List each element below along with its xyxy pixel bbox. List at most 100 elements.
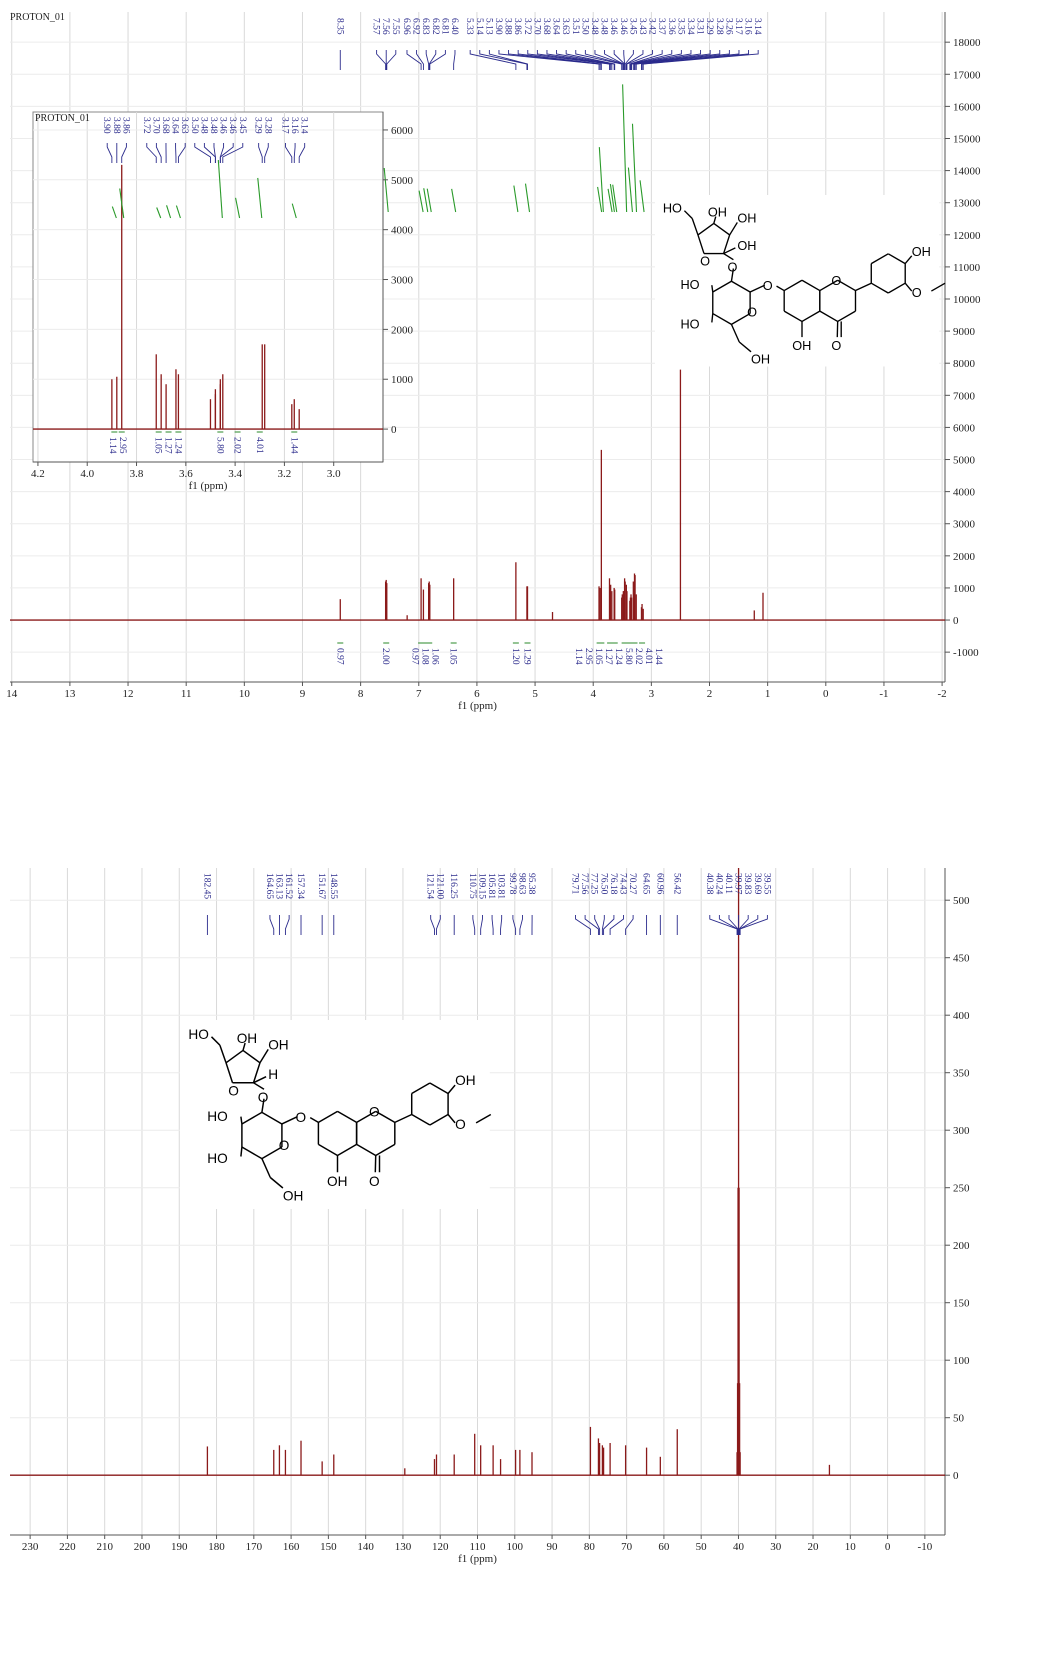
bond <box>819 310 839 323</box>
peak-label: 3.90 <box>101 117 111 134</box>
plot-area <box>32 111 384 463</box>
peak-leader <box>519 915 523 935</box>
integral-label: 2.95 <box>583 648 593 665</box>
peak-label: 39.83 <box>742 873 752 895</box>
bond <box>411 1113 431 1126</box>
peak-label: 3.43 <box>637 18 647 35</box>
integral-curve <box>257 177 263 219</box>
y-tick-label: 0 <box>953 1470 959 1482</box>
x-tick-label: 6 <box>474 688 480 700</box>
integral-label: 1.05 <box>593 648 603 665</box>
peak-label: 161.52 <box>283 873 293 899</box>
peak-label: 3.28 <box>262 117 272 134</box>
peak-label: 3.28 <box>714 18 724 35</box>
integral-label: 2.02 <box>633 648 643 665</box>
atom-label: O <box>455 1117 466 1132</box>
x-tick-label: 13 <box>64 688 76 700</box>
peak-leader <box>386 50 397 70</box>
bond <box>855 282 872 292</box>
bond <box>837 279 856 292</box>
peaks <box>33 164 383 430</box>
bond <box>241 1146 263 1160</box>
integral-curve <box>607 188 613 213</box>
peak-label: 3.35 <box>675 18 685 35</box>
y-tick-label: 3000 <box>391 275 414 287</box>
x-tick-label: 8 <box>358 688 364 700</box>
x-axis-label: f1 (ppm) <box>458 700 497 712</box>
y-tick-label: 400 <box>953 1010 970 1022</box>
bond <box>729 222 738 236</box>
x-tick-label: 3 <box>649 688 655 700</box>
x-tick-label: 3.8 <box>130 468 144 480</box>
integral-label: 4.01 <box>254 437 264 454</box>
x-tick-label: 4.0 <box>80 468 94 480</box>
peak-label: 3.48 <box>589 18 599 35</box>
peak-leader <box>738 915 749 935</box>
peak-label: 3.46 <box>618 18 628 35</box>
peak-label: 3.45 <box>237 117 247 134</box>
atom-label: OH <box>792 338 811 353</box>
peak-label: 39.69 <box>752 873 762 895</box>
bond <box>240 1116 243 1125</box>
integral-label: 1.27 <box>163 437 173 454</box>
bond <box>697 222 715 236</box>
integral-curve <box>291 203 297 219</box>
integral-curve <box>631 123 638 213</box>
peak-leader <box>428 50 437 70</box>
atom-label: O <box>831 338 841 353</box>
atom-label: OH <box>268 1037 288 1052</box>
bond <box>241 1111 263 1125</box>
peak-label: 105.81 <box>486 873 496 899</box>
peak-label: 163.13 <box>274 873 284 899</box>
bond <box>783 279 803 292</box>
integral-curve <box>175 205 181 219</box>
integral-label: 1.08 <box>419 648 429 665</box>
peak-leader <box>488 50 528 70</box>
integral-curve <box>524 183 531 213</box>
x-axis-label: f1 (ppm) <box>458 1553 497 1565</box>
peak-label: 3.17 <box>279 117 289 134</box>
peak-leader <box>298 143 306 163</box>
y-tick-label: 250 <box>953 1183 970 1195</box>
atom-label: O <box>258 1090 269 1105</box>
x-tick-label: 170 <box>246 1541 263 1553</box>
integral-label: 1.27 <box>603 648 613 665</box>
x-tick-label: 10 <box>845 1541 857 1553</box>
x-tick-label: 230 <box>22 1541 39 1553</box>
atom-label: OH <box>751 352 770 367</box>
peak-leader <box>739 915 768 935</box>
integral-label: 2.02 <box>232 437 242 454</box>
peaks <box>10 868 945 1476</box>
peak-leader <box>498 50 600 70</box>
y-tick-label: 100 <box>953 1355 970 1367</box>
integral-curve <box>609 183 615 213</box>
peak-label: 7.55 <box>390 18 400 35</box>
bond <box>887 282 906 294</box>
peak-leader <box>630 50 682 70</box>
y-tick-label: 15000 <box>953 133 981 145</box>
atom-label: O <box>728 259 738 274</box>
y-tick-label: 2000 <box>391 324 414 336</box>
bond <box>475 1113 492 1124</box>
x-tick-label: -1 <box>879 688 888 700</box>
integral-curve <box>639 180 645 213</box>
structure-bg <box>180 1020 490 1209</box>
peak-leader <box>624 50 634 70</box>
bond <box>259 1049 269 1064</box>
x-tick-label: 210 <box>96 1541 113 1553</box>
peak-label: 3.17 <box>733 18 743 35</box>
peak-label: 3.68 <box>160 117 170 134</box>
peak-label: 109.15 <box>476 873 486 899</box>
peak-label: 39.55 <box>761 873 771 895</box>
peak-leader <box>194 143 211 163</box>
atom-label: O <box>747 305 757 320</box>
peak-leader <box>641 50 750 70</box>
peak-leader <box>629 50 673 70</box>
peak-leader <box>641 50 740 70</box>
bond <box>697 234 705 254</box>
peak-label: 3.46 <box>227 117 237 134</box>
peak-leader <box>604 50 624 70</box>
peak-label: 5.14 <box>474 18 484 35</box>
atom-label: O <box>296 1110 307 1125</box>
